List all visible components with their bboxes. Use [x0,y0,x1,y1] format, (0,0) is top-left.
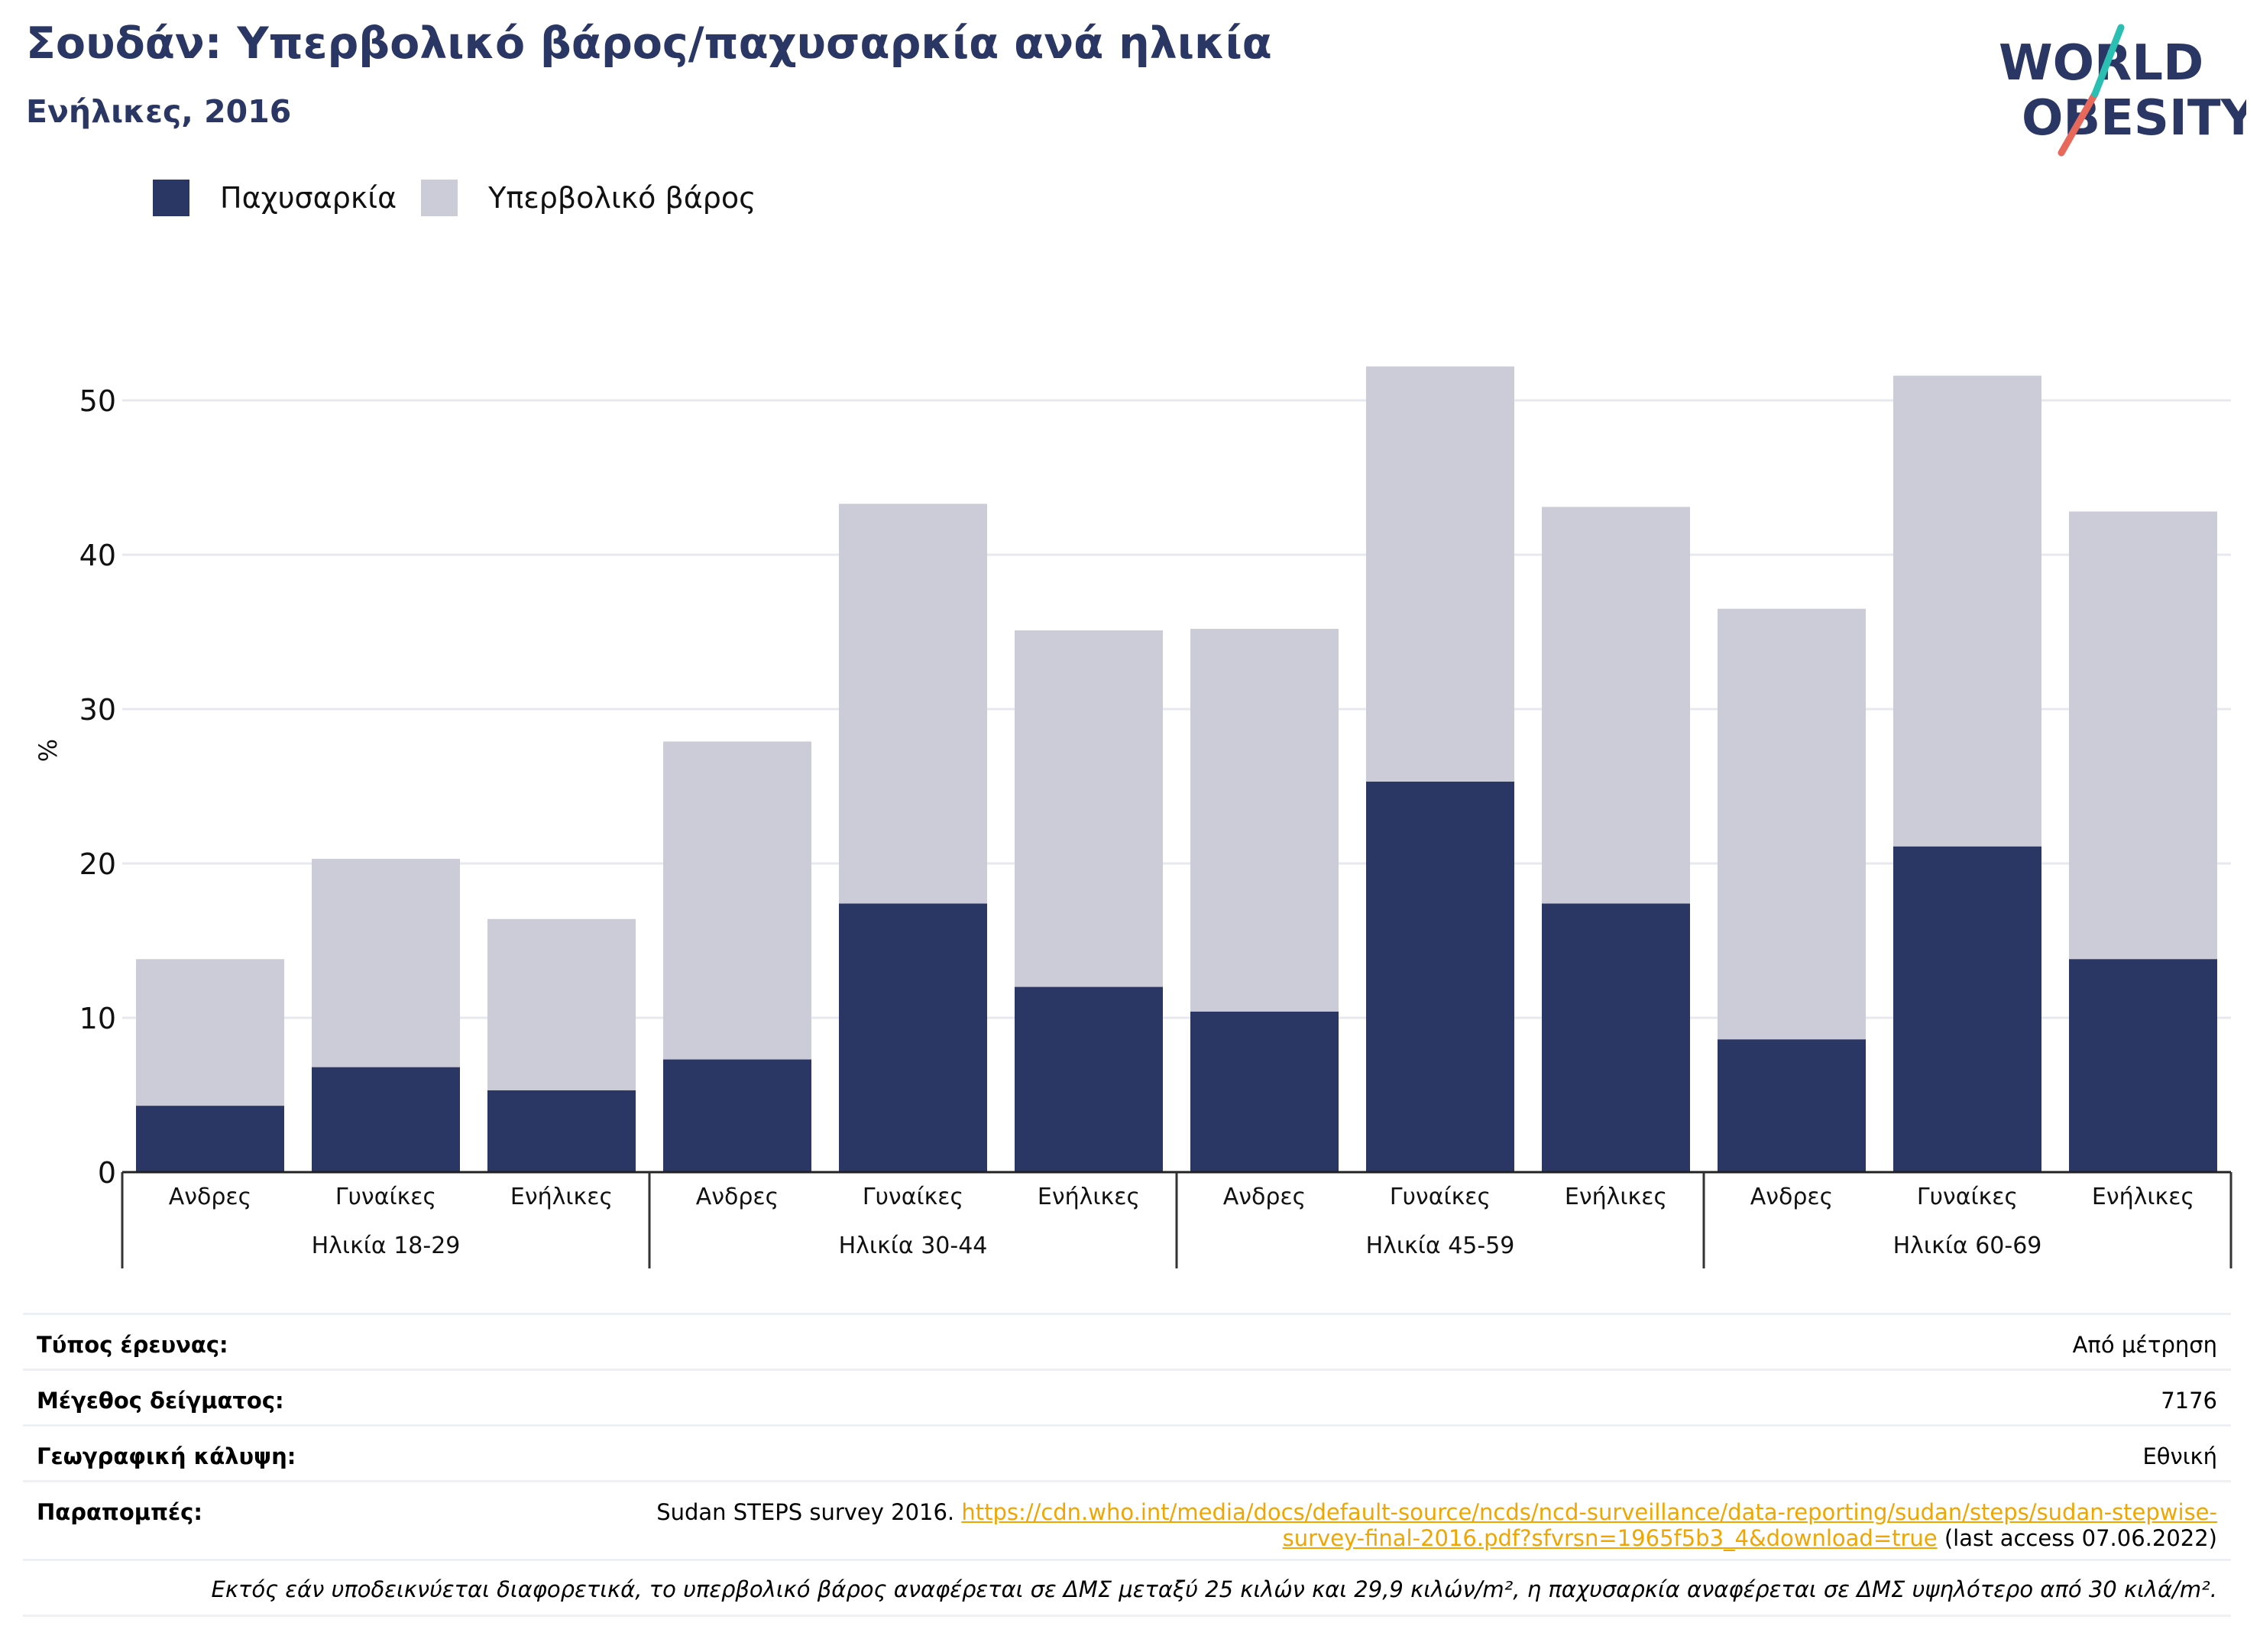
survey-type-value: Από μέτρηση [2072,1332,2217,1358]
legend-label-overweight: Υπερβολικό βάρος [488,181,756,215]
bar-obesity-9 [1718,1039,1866,1172]
x-category-label-1: Γυναίκες [335,1184,436,1210]
survey-type-label: Τύπος έρευνας: [37,1332,228,1358]
bar-overweight-7 [1366,366,1514,782]
bar-obesity-5 [1015,986,1163,1172]
sample-size-label: Μέγεθος δείγματος: [37,1388,284,1414]
bar-obesity-0 [136,1106,284,1172]
references-label: Παραπομπές: [37,1499,202,1525]
y-tick-label-30: 30 [79,693,116,727]
y-tick-label-0: 0 [98,1156,116,1190]
bar-obesity-1 [312,1067,460,1172]
bar-overweight-2 [487,918,636,1090]
x-category-label-9: Ανδρες [1750,1184,1834,1210]
chart-title: Σουδάν: Υπερβολικό βάρος/παχυσαρκία ανά … [26,18,1272,69]
x-category-label-2: Ενήλικες [510,1184,613,1210]
bar-overweight-8 [1542,507,1690,904]
legend-item-overweight[interactable]: Υπερβολικό βάρος [421,180,756,216]
reference-text: Sudan STEPS survey 2016. [656,1499,955,1525]
group-label-3: Ηλικία 60-69 [1893,1233,2042,1259]
x-category-label-3: Ανδρες [696,1184,779,1210]
sample-size-value: 7176 [2161,1388,2217,1414]
x-category-label-5: Ενήλικες [1038,1184,1140,1210]
x-category-label-11: Ενήλικες [2092,1184,2194,1210]
bar-obesity-4 [839,903,987,1172]
bar-obesity-11 [2069,959,2217,1172]
definition-note: Εκτός εάν υποδεικνύεται διαφορετικά, το … [211,1576,2218,1602]
y-axis-label: % [34,739,63,762]
legend-item-obesity[interactable]: Παχυσαρκία [153,180,397,216]
x-category-label-4: Γυναίκες [863,1184,963,1210]
legend-label-obesity: Παχυσαρκία [220,181,397,215]
reference-link[interactable]: https://cdn.who.int/media/docs/default-s… [961,1499,2217,1525]
bar-obesity-6 [1190,1011,1339,1172]
bar-overweight-5 [1015,630,1163,987]
info-row-note: Εκτός εάν υποδεικνύεται διαφορετικά, το … [23,1559,2231,1615]
bar-overweight-6 [1190,628,1339,1012]
bar-overweight-11 [2069,511,2217,960]
bar-obesity-10 [1893,846,2041,1172]
reference-access: (last access 07.06.2022) [1944,1525,2217,1551]
legend-swatch-overweight [421,180,458,216]
logo-line2: OBESITY [2022,90,2246,147]
bar-overweight-4 [839,504,987,904]
bar-overweight-10 [1893,375,2041,847]
world-obesity-logo: WORLD OBESITY [1999,24,2246,157]
bar-overweight-9 [1718,608,1866,1040]
references-value: Sudan STEPS survey 2016. https://cdn.who… [656,1499,2217,1551]
group-label-0: Ηλικία 18-29 [312,1233,461,1259]
y-tick-label-50: 50 [79,384,116,418]
bar-overweight-0 [136,959,284,1106]
logo-slash-teal [2091,24,2125,98]
chart-legend: Παχυσαρκία Υπερβολικό βάρος [153,177,780,219]
y-tick-label-10: 10 [79,1002,116,1035]
legend-swatch-obesity [153,180,189,216]
bar-obesity-7 [1366,781,1514,1172]
x-category-label-8: Ενήλικες [1565,1184,1667,1210]
logo-slash-red [2058,90,2099,157]
table-bottom-rule [23,1615,2231,1617]
bar-obesity-2 [487,1090,636,1172]
y-tick-label-20: 20 [79,847,116,881]
x-category-label-0: Ανδρες [169,1184,252,1210]
group-label-2: Ηλικία 45-59 [1366,1233,1515,1259]
info-row-references: Παραπομπές: Sudan STEPS survey 2016. htt… [23,1480,2231,1559]
x-category-label-10: Γυναίκες [1917,1184,2018,1210]
survey-info-table: Τύπος έρευνας: Από μέτρηση Μέγεθος δείγμ… [23,1313,2231,1617]
coverage-label: Γεωγραφική κάλυψη: [37,1443,296,1469]
reference-link-continued[interactable]: survey-final-2016.pdf?sfvrsn=1965f5b3_4&… [1282,1525,1938,1551]
bar-obesity-8 [1542,903,1690,1172]
y-tick-label-40: 40 [79,539,116,572]
info-row-survey-type: Τύπος έρευνας: Από μέτρηση [23,1313,2231,1369]
chart-subtitle: Ενήλικες, 2016 [26,93,292,130]
info-row-coverage: Γεωγραφική κάλυψη: Εθνική [23,1424,2231,1480]
group-label-1: Ηλικία 30-44 [839,1233,988,1259]
bar-overweight-3 [663,741,811,1060]
bar-overweight-1 [312,858,460,1067]
bar-chart: 0 10 20 30 40 50% Ανδρες Γυναίκες Ενήλικες Ανδρες… [34,366,2232,1268]
coverage-value: Εθνική [2142,1443,2217,1469]
x-category-label-7: Γυναίκες [1390,1184,1491,1210]
bar-obesity-3 [663,1059,811,1172]
x-category-label-6: Ανδρες [1223,1184,1306,1210]
info-row-sample-size: Μέγεθος δείγματος: 7176 [23,1369,2231,1424]
